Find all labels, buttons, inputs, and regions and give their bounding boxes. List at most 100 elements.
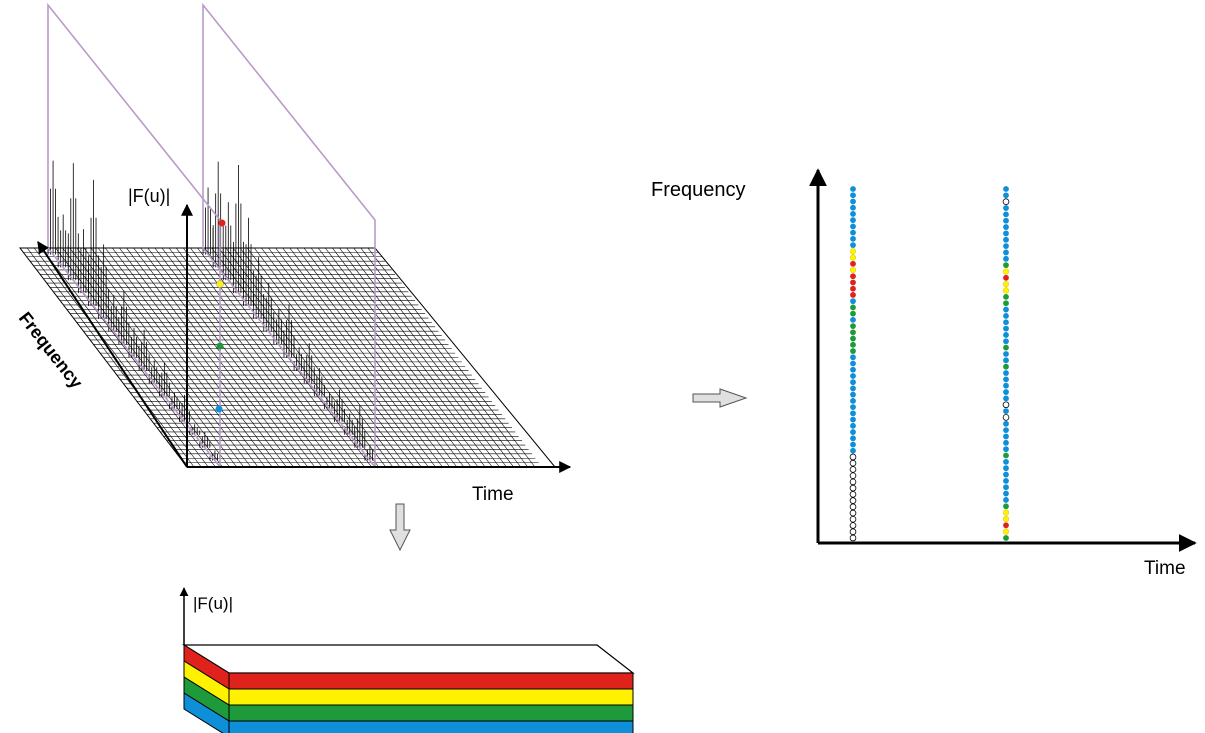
flow-arrows [389,388,748,552]
frame-1-dot-blue [850,373,856,379]
time-label-2d: Time [1144,558,1186,579]
frame-1-dot-blue [850,198,856,205]
frame-level-dots [215,219,226,413]
dot-yellow [216,280,224,288]
frame-1-dot-yellow [849,266,857,274]
frame-2-dot-blue [1003,338,1009,345]
frame-2-dot-blue [1003,465,1009,472]
frame-1-dot-green [850,335,856,342]
frame-1-dot-red [850,260,856,267]
frame-1-dot-hollow [849,491,857,498]
frame-1-dot-blue [850,435,856,442]
frequency-label-2d: Frequency [651,179,746,201]
frame-2-dot-hollow [1002,414,1010,421]
frame-2-dot-red [1003,522,1009,529]
frame-1-dot-hollow [849,459,857,467]
frame-2-dot-yellow [1002,528,1010,535]
frame-1-dot-blue [850,223,856,230]
frame-1-dot-blue [850,242,856,248]
time-frequency-plane [18,247,557,468]
frame-2-dot-blue [1003,370,1009,376]
frame-1-dot-blue [850,229,856,236]
frame-1-dot-hollow [849,516,857,523]
bar-layer-yellow [228,688,634,706]
frame-2-dot-green [1003,262,1009,269]
frame-1-dot-hollow [849,484,857,492]
time-frequency-plot: Frequency Time [651,168,1197,579]
down-arrow [389,503,411,552]
frame-2-dot-blue [1003,376,1009,383]
frequency-axis [37,240,188,468]
frame-2-dot-blue [1003,357,1009,364]
frame-2-dot-blue [1003,420,1009,427]
frame-2-dot-blue [1003,313,1009,319]
bar-layer-green [228,704,634,722]
frame-1-dot-blue [850,186,856,192]
frame-2-dot-blue [1003,427,1009,434]
frame-2-dot-blue [1003,477,1009,484]
frame-1-dot-green [850,310,856,317]
frame-2-dot-hollow [1002,401,1010,409]
dot-red [218,219,226,227]
frame-1-dot-hollow [849,534,857,542]
frame-1-dot-green [850,341,856,348]
frame-1-dot-hollow [849,503,857,511]
bar-layers [183,644,634,733]
frame-2-dot-green [1003,300,1009,307]
frame-2-dot-green [1003,452,1009,459]
frame-2-dot-blue [1003,382,1009,389]
frame-2-dot-blue [1003,408,1009,414]
frame-1-dot-red [850,273,856,280]
frame-base-2 [202,247,376,468]
frame-1-dot-blue [850,385,856,392]
frame-2-dot-blue [1003,433,1009,440]
frame-2-dot-blue [1003,211,1009,218]
frame-1-dot-hollow [849,497,857,504]
frame-1-dot-red [850,292,856,298]
frame-2-dot-blue [1003,306,1009,313]
frame-1-dot-yellow [849,248,857,255]
frame-2-dot-green [1003,363,1009,370]
frame-2-dot-blue [1003,186,1009,192]
bar-layer-red [228,672,634,690]
frame-1-dot-yellow [849,254,857,261]
frame-2-dot-blue [1003,446,1009,453]
axes-3d [37,203,572,473]
frame-1-dot-hollow [849,453,857,461]
frame-1-dot-blue [850,298,856,305]
frame-2-dot-blue [1003,255,1009,262]
frame-2-dot-blue [1003,243,1009,250]
frame-1-dot-blue [850,204,856,211]
frame-2-dot-blue [1003,332,1009,338]
time-label-3d: Time [472,484,514,505]
frame-2-dot-blue [1003,395,1009,402]
frame-1-dot-blue [850,360,856,367]
dot-columns [849,186,1010,542]
frame-1-dot-hollow [849,509,857,517]
frame-2-dot-blue [1003,217,1009,224]
frame-1-dot-blue [850,235,856,242]
frame-2-dot-blue [1003,471,1009,478]
frame-2-dot-blue [1003,192,1009,199]
frame-2-dot-blue [1003,458,1009,465]
frame-1-dot-hollow [849,522,857,529]
frame-base-1 [47,247,221,468]
frame-1-dot-green [850,323,856,330]
frame-2-dot-green [1003,503,1009,510]
frame-1-dot-blue [850,211,856,217]
frame-2-dot-hollow [1002,198,1010,205]
bar-side-blue [183,692,230,733]
stacked-magnitude-bar: |F(u)| [179,587,635,733]
frame-2-dot-blue [1003,205,1009,211]
frame-2-dot-blue [1003,319,1009,326]
frame-1-dot-blue [850,397,856,404]
right-arrow [692,388,748,408]
frame-1-dot-red [850,285,856,292]
magnitude-label-bar: |F(u)| [193,594,233,613]
frame-2-dot-blue [1003,351,1009,357]
frame-1-dot-blue [850,429,856,435]
frame-1-dot-blue [850,379,856,386]
frame-1-dot-blue [850,192,856,199]
